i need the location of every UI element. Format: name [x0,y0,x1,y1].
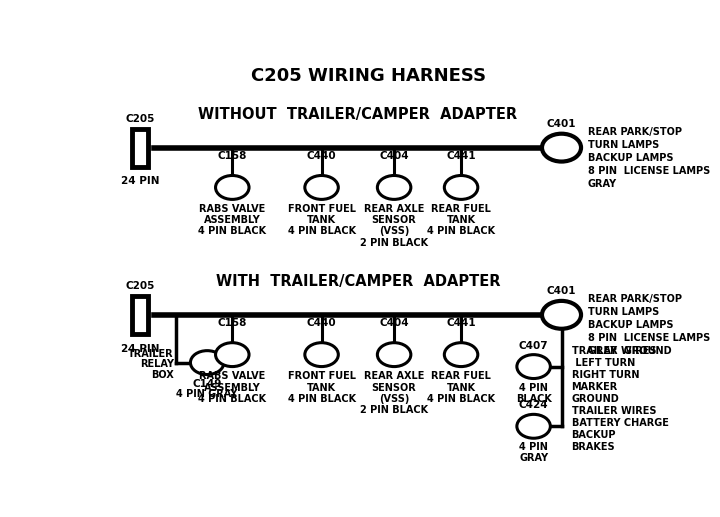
Text: GROUND: GROUND [572,394,619,404]
Text: C424: C424 [519,400,549,410]
Circle shape [190,351,224,374]
Circle shape [542,301,581,329]
Text: 4 PIN BLACK: 4 PIN BLACK [287,226,356,236]
Circle shape [377,175,411,200]
Circle shape [444,175,478,200]
Text: (VSS): (VSS) [379,393,409,404]
Text: 4 PIN: 4 PIN [519,383,548,392]
Circle shape [305,175,338,200]
Text: C205 WIRING HARNESS: C205 WIRING HARNESS [251,67,487,85]
Text: TANK: TANK [446,383,476,392]
Text: LEFT TURN: LEFT TURN [572,358,635,369]
Text: C158: C158 [217,318,247,328]
Text: BACKUP LAMPS: BACKUP LAMPS [588,153,673,163]
Text: C441: C441 [446,318,476,328]
Text: MARKER: MARKER [572,382,618,392]
Circle shape [517,355,550,378]
Text: RIGHT TURN: RIGHT TURN [572,370,639,381]
Text: WITH  TRAILER/CAMPER  ADAPTER: WITH TRAILER/CAMPER ADAPTER [215,274,500,289]
Text: 8 PIN  LICENSE LAMPS: 8 PIN LICENSE LAMPS [588,333,710,343]
Text: RELAY: RELAY [140,359,174,369]
Text: REAR AXLE: REAR AXLE [364,204,424,214]
Text: ASSEMBLY: ASSEMBLY [204,215,261,225]
Text: C205: C205 [125,114,155,124]
Text: ASSEMBLY: ASSEMBLY [204,383,261,392]
Text: 2 PIN BLACK: 2 PIN BLACK [360,405,428,415]
Circle shape [377,343,411,367]
FancyBboxPatch shape [132,129,148,166]
Text: 4 PIN BLACK: 4 PIN BLACK [427,393,495,404]
Text: TURN LAMPS: TURN LAMPS [588,140,659,150]
Text: RABS VALVE: RABS VALVE [199,371,266,382]
Text: C440: C440 [307,151,336,161]
Text: GRAY  GROUND: GRAY GROUND [588,346,671,356]
Text: C158: C158 [217,151,247,161]
Text: C401: C401 [546,119,576,129]
Text: BLACK: BLACK [516,393,552,404]
Text: REAR PARK/STOP: REAR PARK/STOP [588,294,682,304]
Text: FRONT FUEL: FRONT FUEL [287,204,356,214]
Text: TANK: TANK [307,215,336,225]
Text: FRONT FUEL: FRONT FUEL [287,371,356,382]
Text: 2 PIN BLACK: 2 PIN BLACK [360,238,428,248]
Text: BACKUP: BACKUP [572,430,616,440]
FancyBboxPatch shape [132,296,148,334]
Circle shape [517,414,550,438]
Text: C441: C441 [446,151,476,161]
Text: BOX: BOX [151,370,174,380]
Text: TRAILER: TRAILER [128,348,174,359]
Text: SENSOR: SENSOR [372,383,416,392]
Text: GRAY: GRAY [588,179,617,189]
Text: 4 PIN BLACK: 4 PIN BLACK [198,393,266,404]
Text: REAR PARK/STOP: REAR PARK/STOP [588,127,682,136]
Text: BRAKES: BRAKES [572,442,615,452]
Circle shape [305,343,338,367]
Text: 4 PIN BLACK: 4 PIN BLACK [198,226,266,236]
Circle shape [215,175,249,200]
Text: 8 PIN  LICENSE LAMPS: 8 PIN LICENSE LAMPS [588,166,710,176]
Text: SENSOR: SENSOR [372,215,416,225]
Text: C440: C440 [307,318,336,328]
Text: TANK: TANK [446,215,476,225]
Text: TANK: TANK [307,383,336,392]
Text: 24 PIN: 24 PIN [121,176,159,187]
Text: 4 PIN BLACK: 4 PIN BLACK [287,393,356,404]
Text: C205: C205 [125,281,155,291]
Text: BATTERY CHARGE: BATTERY CHARGE [572,418,668,428]
Text: C404: C404 [379,151,409,161]
Text: RABS VALVE: RABS VALVE [199,204,266,214]
Circle shape [444,343,478,367]
Text: REAR AXLE: REAR AXLE [364,371,424,382]
Text: 4 PIN: 4 PIN [519,442,548,452]
Text: C149: C149 [192,378,222,388]
Text: 4 PIN GRAY: 4 PIN GRAY [176,389,238,399]
Text: GRAY: GRAY [519,453,548,463]
Circle shape [215,343,249,367]
Text: TRAILER WIRES: TRAILER WIRES [572,406,656,416]
Text: 24 PIN: 24 PIN [121,344,159,354]
Text: TRAILER WIRES: TRAILER WIRES [572,346,656,356]
Text: C404: C404 [379,318,409,328]
Text: 4 PIN BLACK: 4 PIN BLACK [427,226,495,236]
Text: WITHOUT  TRAILER/CAMPER  ADAPTER: WITHOUT TRAILER/CAMPER ADAPTER [198,107,518,121]
Text: C401: C401 [546,286,576,296]
Text: C407: C407 [519,341,549,351]
Text: REAR FUEL: REAR FUEL [431,204,491,214]
Text: BACKUP LAMPS: BACKUP LAMPS [588,320,673,330]
Text: REAR FUEL: REAR FUEL [431,371,491,382]
Circle shape [542,134,581,161]
Text: TURN LAMPS: TURN LAMPS [588,307,659,317]
Text: (VSS): (VSS) [379,226,409,236]
